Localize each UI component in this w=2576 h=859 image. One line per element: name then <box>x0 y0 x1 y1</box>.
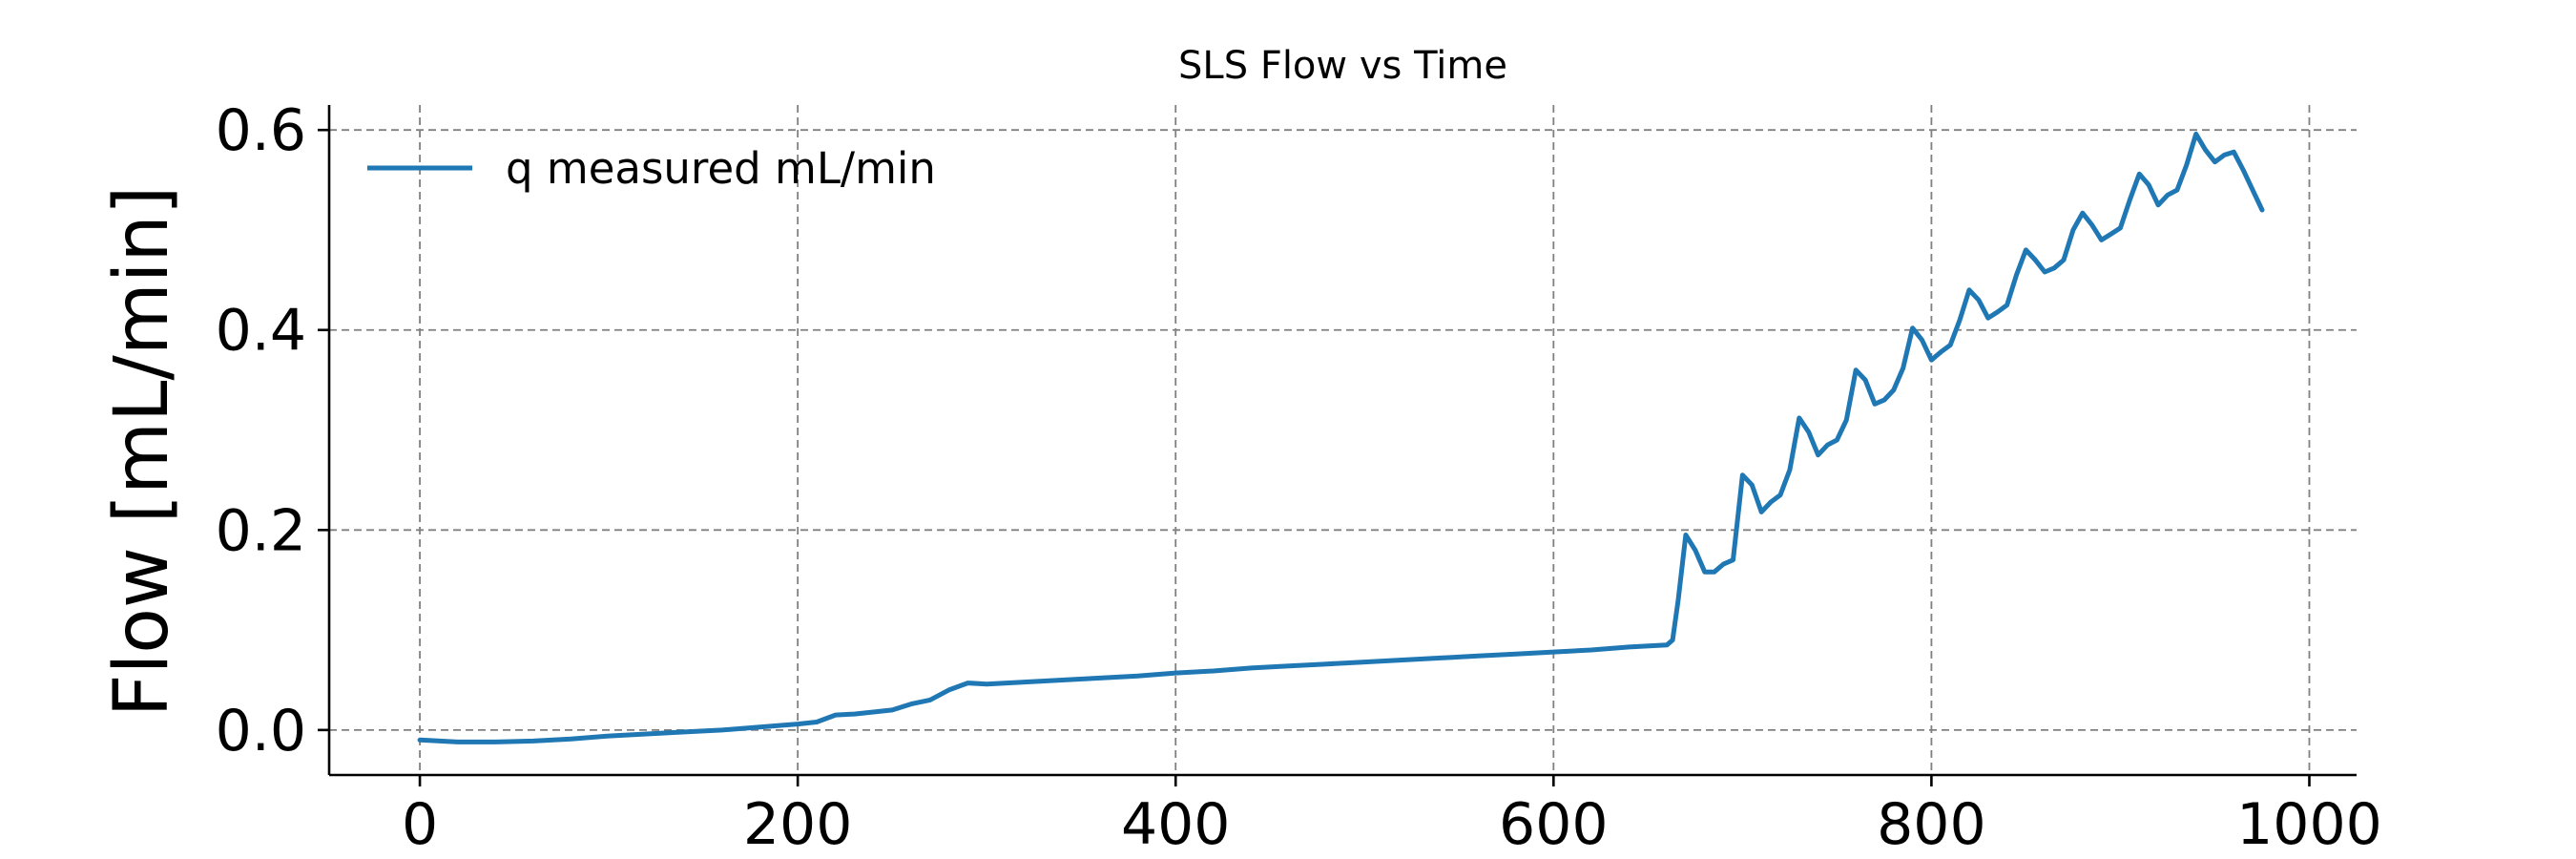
legend-label: q measured mL/min <box>506 143 936 194</box>
x-ticks: 0 200 400 600 800 1000 <box>402 775 2382 858</box>
x-tick-label: 800 <box>1877 791 1986 858</box>
y-tick-label: 0.0 <box>216 698 306 765</box>
y-axis-label: Flow [mL/min] <box>99 186 185 718</box>
axes <box>327 105 2357 777</box>
chart-title: SLS Flow vs Time <box>1178 44 1507 88</box>
y-tick-label: 0.2 <box>216 497 306 564</box>
x-tick-label: 600 <box>1499 791 1609 858</box>
x-tick-label: 0 <box>402 791 438 858</box>
y-tick-label: 0.4 <box>216 298 306 365</box>
x-tick-label: 200 <box>743 791 853 858</box>
series-line <box>417 131 2265 744</box>
x-tick-label: 400 <box>1121 791 1231 858</box>
grid <box>329 105 2357 775</box>
y-tick-label: 0.6 <box>216 97 306 164</box>
series-lines <box>417 131 2265 744</box>
legend: q measured mL/min <box>367 143 936 194</box>
y-ticks: 0.0 0.2 0.4 0.6 <box>216 97 329 765</box>
x-tick-label: 1000 <box>2236 791 2382 858</box>
